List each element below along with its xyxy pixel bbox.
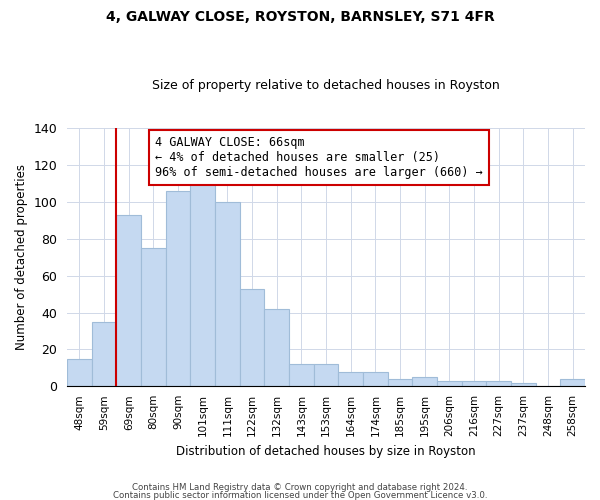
Bar [437, 381, 462, 386]
Bar [388, 379, 412, 386]
Text: Contains HM Land Registry data © Crown copyright and database right 2024.: Contains HM Land Registry data © Crown c… [132, 484, 468, 492]
Bar [511, 382, 536, 386]
Bar [265, 309, 289, 386]
Bar [289, 364, 314, 386]
Text: 4 GALWAY CLOSE: 66sqm
← 4% of detached houses are smaller (25)
96% of semi-detac: 4 GALWAY CLOSE: 66sqm ← 4% of detached h… [155, 136, 483, 178]
Bar [363, 372, 388, 386]
Bar [166, 190, 190, 386]
Text: Contains public sector information licensed under the Open Government Licence v3: Contains public sector information licen… [113, 490, 487, 500]
Bar [412, 377, 437, 386]
Bar [92, 322, 116, 386]
Bar [67, 358, 92, 386]
Text: 4, GALWAY CLOSE, ROYSTON, BARNSLEY, S71 4FR: 4, GALWAY CLOSE, ROYSTON, BARNSLEY, S71 … [106, 10, 494, 24]
X-axis label: Distribution of detached houses by size in Royston: Distribution of detached houses by size … [176, 444, 476, 458]
Bar [190, 178, 215, 386]
Bar [487, 381, 511, 386]
Bar [314, 364, 338, 386]
Title: Size of property relative to detached houses in Royston: Size of property relative to detached ho… [152, 79, 500, 92]
Bar [116, 214, 141, 386]
Bar [462, 381, 487, 386]
Bar [338, 372, 363, 386]
Bar [560, 379, 585, 386]
Y-axis label: Number of detached properties: Number of detached properties [15, 164, 28, 350]
Bar [215, 202, 240, 386]
Bar [240, 288, 265, 386]
Bar [141, 248, 166, 386]
